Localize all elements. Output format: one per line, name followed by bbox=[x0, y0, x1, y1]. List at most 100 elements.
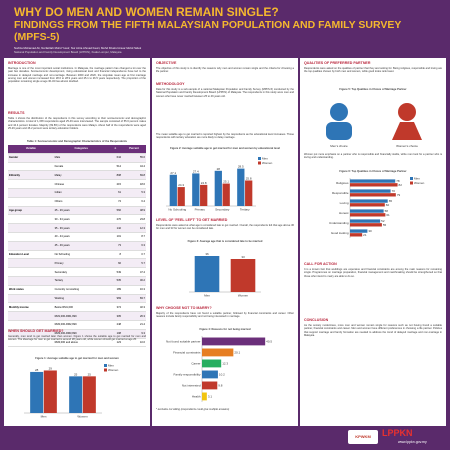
value-label: 78 bbox=[396, 179, 400, 183]
cell: 9.3 bbox=[121, 329, 146, 339]
cell bbox=[8, 232, 54, 242]
cell bbox=[8, 223, 54, 233]
heading: WHEN SHOULD GET MARRIED? bbox=[8, 329, 64, 333]
cell: 74 bbox=[108, 197, 122, 207]
paragraph: It is a known fact that weddings are exp… bbox=[304, 268, 442, 278]
cell: 5.3 bbox=[121, 188, 146, 198]
subtitle: FINDINGS FROM THE FIFTH MALAYSIAN POPULA… bbox=[14, 19, 402, 43]
cell bbox=[8, 294, 54, 304]
bar bbox=[69, 376, 83, 413]
cell: 12.3 bbox=[121, 223, 146, 233]
cell: 8.7 bbox=[121, 232, 146, 242]
bar bbox=[202, 392, 207, 401]
cell: 108 bbox=[108, 329, 122, 339]
cell: 16.3 bbox=[121, 285, 146, 295]
heading: METHODOLOGY bbox=[156, 82, 185, 86]
category-label: Responsible bbox=[332, 191, 349, 195]
category-label: Women bbox=[77, 415, 88, 419]
cell: 45 - 49 years bbox=[53, 241, 109, 251]
paragraph: The objective of this study is to identi… bbox=[156, 67, 294, 74]
legend-label: Men bbox=[108, 364, 114, 368]
column-header: Variable bbox=[8, 145, 54, 154]
cell: 48.9 bbox=[121, 206, 146, 216]
value-label: 25 bbox=[74, 372, 78, 376]
bar bbox=[43, 370, 57, 413]
cell: 248 bbox=[108, 320, 122, 330]
category-label: Understanding bbox=[329, 221, 349, 225]
figure: 40.5 Not found suitable partner 20.1 Financ… bbox=[166, 336, 272, 402]
column bbox=[152, 58, 298, 426]
cell bbox=[8, 338, 54, 348]
caption: Figure 6: Top Qualities in Choice of Mar… bbox=[339, 170, 407, 173]
header-row: Variable Categories n Percent bbox=[8, 145, 146, 154]
caption: Figure 2: Average suitable age to get ma… bbox=[170, 147, 280, 150]
value-label: 82 bbox=[399, 183, 403, 187]
cell: Ethnicity bbox=[8, 170, 54, 181]
cell: 215 bbox=[108, 179, 122, 189]
cell: 83.7 bbox=[121, 294, 146, 304]
category-label: Good looking bbox=[331, 231, 349, 235]
figure: 36 Men 33 Women bbox=[189, 252, 261, 298]
value-label: 27.1 bbox=[170, 171, 176, 175]
logo: LPPKN bbox=[382, 428, 413, 438]
icon bbox=[392, 122, 422, 140]
cell: 276 bbox=[108, 214, 122, 225]
paragraph: Respondents were asked at what age is co… bbox=[156, 224, 294, 231]
legend-label: Women bbox=[108, 368, 119, 372]
cell: 18.6 bbox=[121, 179, 146, 189]
cell: 44.4 bbox=[121, 162, 146, 172]
value-label: 25.1 bbox=[223, 180, 229, 184]
cell bbox=[8, 267, 54, 277]
cell: Age group bbox=[8, 206, 54, 216]
bar bbox=[177, 187, 185, 206]
cell: RM2,000-RM2,999 bbox=[53, 320, 109, 330]
value-label: 52 bbox=[381, 219, 385, 223]
caption: Figure 3: Average age that is considered… bbox=[187, 240, 263, 243]
cell bbox=[8, 179, 54, 189]
cell: Malay bbox=[53, 170, 109, 181]
cell: Working bbox=[53, 294, 109, 304]
cell: 101 bbox=[108, 232, 122, 242]
row: 30 - 34 years 276 23.8 bbox=[8, 214, 146, 225]
category-label: Women bbox=[238, 294, 249, 298]
cell: Currently not working bbox=[53, 285, 109, 295]
category-label: Primary bbox=[195, 208, 206, 212]
cell: No Schooling bbox=[53, 250, 109, 260]
legend-label: Men bbox=[414, 177, 420, 181]
bar bbox=[350, 183, 398, 187]
bar bbox=[202, 337, 266, 346]
cell: 566 bbox=[108, 206, 122, 216]
value-label: 20.1 bbox=[234, 350, 240, 354]
bar bbox=[169, 174, 177, 206]
cell: Secondary bbox=[53, 267, 109, 277]
row: Secondary 549 47.4 bbox=[8, 267, 146, 277]
value-label: 24.3 bbox=[178, 183, 184, 187]
icon bbox=[326, 122, 352, 140]
paragraph: Marriage is one of the most important so… bbox=[8, 67, 146, 84]
cell bbox=[8, 276, 54, 286]
bar bbox=[350, 179, 396, 183]
cell: 123 bbox=[108, 338, 122, 348]
heading: RESULTS bbox=[8, 111, 25, 115]
cell: 535 bbox=[108, 276, 122, 286]
column-header: Categories bbox=[53, 145, 109, 154]
table: Variable Categories n Percent Gender Male 644 5… bbox=[8, 145, 146, 348]
value-label: 12.3 bbox=[222, 361, 228, 365]
legend-label: Women bbox=[262, 161, 273, 165]
bar bbox=[350, 203, 385, 207]
affiliation: National Population and Family Developme… bbox=[14, 50, 122, 54]
cell: Monthly income bbox=[8, 302, 54, 313]
value-label: 70 bbox=[392, 189, 396, 193]
row: Working 969 83.7 bbox=[8, 294, 146, 304]
cell: Others bbox=[53, 197, 109, 207]
value-label: 61 bbox=[386, 213, 390, 217]
row: Chinese 215 18.6 bbox=[8, 179, 146, 189]
value-label: 65 bbox=[389, 199, 393, 203]
cell: 6.4 bbox=[121, 197, 146, 207]
bar bbox=[222, 183, 230, 206]
bar bbox=[237, 168, 245, 206]
value-label: 3.1 bbox=[208, 394, 213, 398]
cell: 73 bbox=[108, 241, 122, 251]
